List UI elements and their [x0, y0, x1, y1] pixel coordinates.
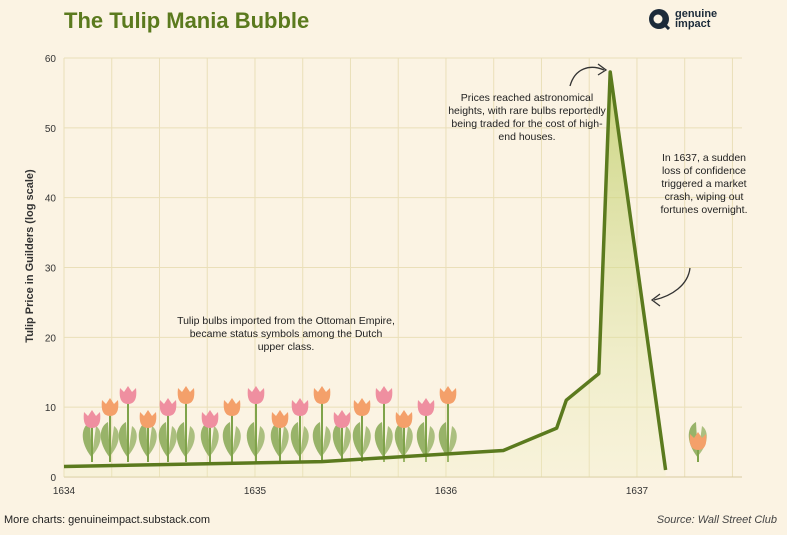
tulip-illustration [82, 386, 707, 462]
brand-name: genuine impact [675, 8, 718, 30]
y-tick-label: 20 [45, 333, 57, 344]
annotation-ottoman: Tulip bulbs imported from the Ottoman Em… [177, 315, 395, 353]
tulip-icon [416, 398, 435, 462]
peak-arrow [569, 66, 605, 87]
tulip-icon [222, 398, 241, 462]
annotation-crash: In 1637, a sudden loss of confidence tri… [660, 152, 748, 216]
annotation-arrows [569, 63, 691, 307]
tulip-icon [270, 410, 289, 462]
y-tick-label: 60 [45, 54, 57, 65]
tulip-icon [290, 398, 309, 462]
x-tick-label: 1637 [626, 486, 649, 497]
tulip-icon [332, 410, 351, 462]
tulip-icon [118, 386, 137, 462]
footer-more-charts: More charts: genuineimpact.substack.com [4, 514, 211, 526]
crash-arrow [653, 267, 691, 301]
peak-arrow-head [597, 63, 608, 76]
price-series [63, 70, 668, 477]
y-tick-label: 10 [45, 403, 57, 414]
footer-source: Source: Wall Street Club [656, 514, 777, 526]
y-tick-label: 30 [45, 264, 57, 275]
price-area [64, 72, 666, 477]
x-tick-label: 1634 [53, 486, 76, 497]
tulip-icon [246, 386, 265, 462]
tulip-icon [374, 386, 393, 462]
chart-title: The Tulip Mania Bubble [64, 8, 310, 33]
tulip-icon [100, 398, 119, 462]
axis-ticks: 0 10 20 30 40 50 60 1634 1635 1636 1637 [45, 54, 649, 497]
tulip-icon [438, 386, 457, 462]
tulip-icon [176, 386, 195, 462]
x-tick-label: 1635 [244, 486, 267, 497]
tulip-icon [352, 398, 371, 462]
price-line [63, 70, 668, 471]
tulip-icon [394, 410, 413, 462]
tulip-icon [82, 410, 101, 462]
x-tick-label: 1636 [435, 486, 458, 497]
y-tick-label: 50 [45, 124, 57, 135]
y-tick-label: 40 [45, 194, 57, 205]
wilted-tulip-icon [688, 422, 707, 462]
tulip-icon [312, 386, 331, 462]
tulip-icon [200, 410, 219, 462]
brand-logo: genuine impact [648, 8, 735, 30]
tulip-icon [138, 410, 157, 462]
tulip-icon [158, 398, 177, 462]
y-tick-label: 0 [50, 473, 56, 484]
crash-arrow-head [650, 293, 661, 307]
genuine-impact-logo-icon [649, 9, 670, 30]
annotation-peak: Prices reached astronomical heights, wit… [448, 92, 606, 143]
